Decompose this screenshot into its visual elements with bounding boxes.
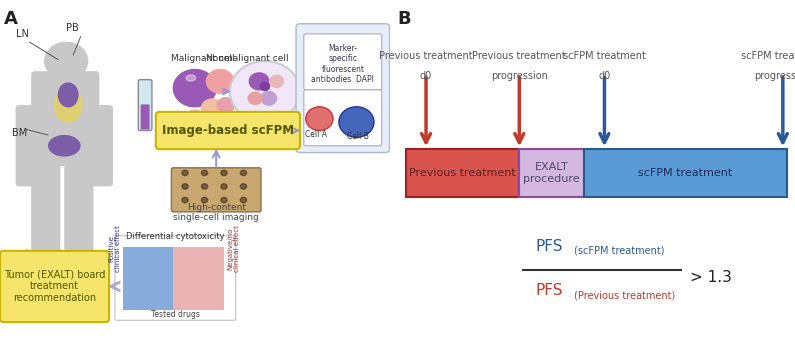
Text: d0: d0 (599, 71, 611, 81)
Text: progression: progression (754, 71, 795, 81)
FancyBboxPatch shape (304, 90, 382, 146)
Text: Tumor (EXALT) board
treatment
recommendation: Tumor (EXALT) board treatment recommenda… (4, 270, 105, 303)
Circle shape (185, 110, 204, 127)
FancyBboxPatch shape (172, 168, 261, 212)
Text: (scFPM treatment): (scFPM treatment) (574, 246, 665, 256)
Text: A: A (4, 10, 17, 28)
Text: EXALT
procedure: EXALT procedure (523, 162, 580, 184)
Text: Positive
clinical effect: Positive clinical effect (108, 225, 122, 272)
Text: Nonmalignant cell: Nonmalignant cell (207, 54, 289, 63)
Text: Tested drugs: Tested drugs (151, 310, 200, 319)
Circle shape (240, 170, 246, 176)
Text: (Previous treatment): (Previous treatment) (574, 290, 675, 300)
FancyBboxPatch shape (0, 251, 109, 322)
Circle shape (182, 197, 188, 203)
FancyBboxPatch shape (31, 153, 60, 261)
Ellipse shape (59, 83, 78, 107)
FancyBboxPatch shape (31, 71, 99, 166)
Text: Cell A: Cell A (305, 130, 328, 139)
Circle shape (248, 92, 262, 104)
Circle shape (45, 42, 87, 80)
Circle shape (240, 197, 246, 203)
Text: scFPM treatment: scFPM treatment (563, 51, 646, 61)
Circle shape (201, 184, 207, 189)
Text: Differential cytotoxicity: Differential cytotoxicity (126, 232, 225, 241)
FancyBboxPatch shape (141, 104, 149, 129)
FancyBboxPatch shape (64, 153, 94, 261)
FancyBboxPatch shape (584, 149, 787, 197)
Text: Negative/no
clinical effect: Negative/no clinical effect (227, 225, 240, 272)
Circle shape (201, 170, 207, 176)
FancyBboxPatch shape (173, 247, 224, 310)
Text: PB: PB (66, 22, 79, 33)
Circle shape (201, 99, 223, 118)
Text: B: B (398, 10, 411, 28)
FancyBboxPatch shape (304, 34, 382, 90)
Ellipse shape (55, 88, 82, 122)
Circle shape (207, 69, 234, 93)
FancyBboxPatch shape (90, 105, 113, 186)
Text: > 1.3: > 1.3 (689, 271, 731, 285)
Text: Malignant cell: Malignant cell (172, 54, 235, 63)
Text: Marker-
specific
fluorescent
antibodies  DAPI: Marker- specific fluorescent antibodies … (312, 44, 374, 84)
Circle shape (201, 197, 207, 203)
Circle shape (173, 69, 216, 107)
Ellipse shape (48, 136, 80, 156)
Text: scFPM treatment: scFPM treatment (742, 51, 795, 61)
Circle shape (221, 170, 227, 176)
Text: Image-based scFPM: Image-based scFPM (162, 124, 294, 137)
Ellipse shape (186, 75, 196, 81)
Circle shape (260, 82, 270, 91)
FancyBboxPatch shape (115, 236, 235, 320)
Circle shape (182, 170, 188, 176)
Text: PFS: PFS (536, 239, 563, 254)
Text: Cell B: Cell B (347, 132, 370, 141)
Circle shape (270, 75, 284, 87)
Circle shape (240, 184, 246, 189)
Text: scFPM treatment: scFPM treatment (638, 168, 733, 178)
Text: Previous treatment: Previous treatment (379, 51, 473, 61)
Text: Previous treatment: Previous treatment (472, 51, 566, 61)
Circle shape (339, 107, 374, 137)
Text: High-content
single-cell imaging: High-content single-cell imaging (173, 203, 259, 222)
Text: PFS: PFS (536, 283, 563, 298)
FancyBboxPatch shape (16, 105, 39, 186)
Circle shape (221, 184, 227, 189)
Circle shape (221, 197, 227, 203)
FancyBboxPatch shape (138, 80, 152, 131)
FancyBboxPatch shape (296, 24, 390, 153)
Text: BM: BM (12, 127, 27, 138)
FancyBboxPatch shape (405, 149, 519, 197)
FancyBboxPatch shape (156, 112, 300, 149)
Text: Previous treatment: Previous treatment (409, 168, 516, 178)
FancyBboxPatch shape (122, 247, 173, 310)
Circle shape (182, 184, 188, 189)
Circle shape (217, 98, 235, 113)
Circle shape (250, 73, 269, 90)
Circle shape (230, 61, 300, 122)
FancyBboxPatch shape (519, 149, 584, 197)
Text: d0: d0 (420, 71, 432, 81)
Circle shape (306, 107, 333, 131)
Circle shape (261, 92, 277, 105)
Text: LN: LN (16, 29, 29, 39)
Text: progression: progression (491, 71, 548, 81)
